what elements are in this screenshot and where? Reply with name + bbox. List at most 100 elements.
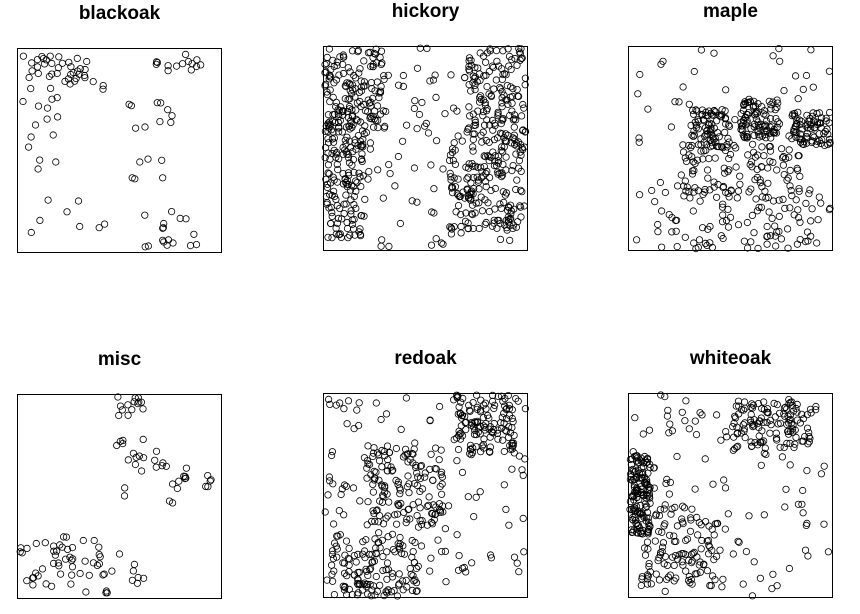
data-point bbox=[382, 410, 391, 418]
data-point bbox=[644, 572, 652, 580]
data-point bbox=[383, 467, 391, 475]
data-point bbox=[69, 68, 77, 77]
data-point bbox=[335, 128, 343, 136]
data-point bbox=[410, 558, 419, 566]
data-point bbox=[715, 111, 723, 120]
data-point bbox=[517, 213, 525, 221]
data-point bbox=[432, 93, 440, 102]
data-point bbox=[453, 394, 461, 402]
data-point bbox=[375, 512, 384, 520]
data-point bbox=[367, 78, 376, 87]
data-point bbox=[517, 167, 525, 176]
data-point bbox=[815, 193, 823, 201]
data-point bbox=[665, 429, 673, 437]
data-point bbox=[377, 415, 385, 424]
data-point bbox=[502, 505, 510, 514]
data-point bbox=[494, 435, 502, 443]
data-point bbox=[722, 427, 730, 436]
data-point bbox=[725, 193, 733, 201]
data-point bbox=[645, 426, 654, 434]
data-point bbox=[680, 192, 688, 200]
data-point bbox=[513, 61, 521, 69]
data-point bbox=[188, 60, 196, 68]
data-point bbox=[515, 568, 523, 576]
data-point bbox=[697, 147, 705, 155]
data-point bbox=[468, 210, 476, 218]
data-point bbox=[660, 505, 668, 513]
data-point bbox=[372, 572, 380, 581]
data-point bbox=[331, 539, 339, 547]
data-point bbox=[51, 551, 60, 559]
data-point bbox=[740, 101, 748, 109]
data-point bbox=[510, 449, 518, 457]
data-point bbox=[633, 473, 641, 481]
data-point bbox=[341, 82, 349, 90]
data-point bbox=[500, 198, 508, 206]
data-point bbox=[777, 235, 785, 243]
data-point bbox=[497, 85, 505, 93]
data-point bbox=[364, 96, 372, 104]
data-point bbox=[688, 505, 696, 513]
panel-redoak: redoak bbox=[321, 348, 529, 600]
data-point bbox=[785, 395, 793, 404]
data-point bbox=[473, 417, 481, 425]
data-point bbox=[152, 463, 160, 471]
data-point bbox=[134, 573, 142, 582]
data-point bbox=[406, 515, 414, 523]
data-point bbox=[750, 148, 758, 156]
data-point bbox=[376, 87, 385, 95]
data-point bbox=[473, 405, 481, 413]
data-point bbox=[409, 572, 417, 580]
data-point bbox=[696, 568, 704, 576]
data-point bbox=[753, 109, 761, 117]
data-point bbox=[369, 449, 378, 457]
data-point bbox=[513, 559, 521, 567]
data-point bbox=[481, 121, 489, 129]
data-point bbox=[463, 175, 471, 183]
data-point bbox=[685, 572, 693, 581]
data-point bbox=[327, 73, 335, 81]
data-point bbox=[364, 49, 373, 57]
data-point bbox=[53, 93, 61, 102]
data-point bbox=[678, 550, 686, 558]
data-point bbox=[152, 60, 160, 68]
data-point bbox=[504, 45, 512, 53]
data-point bbox=[52, 158, 60, 166]
data-point bbox=[808, 205, 816, 213]
data-point bbox=[711, 576, 719, 584]
plot-frame bbox=[323, 393, 528, 598]
data-point bbox=[776, 443, 784, 451]
data-point bbox=[705, 541, 713, 549]
data-point bbox=[719, 575, 727, 583]
data-point bbox=[438, 468, 446, 476]
data-point bbox=[820, 462, 828, 470]
data-point bbox=[418, 98, 426, 107]
data-point bbox=[765, 143, 773, 151]
data-point bbox=[332, 76, 341, 84]
panel-title: hickory bbox=[391, 1, 460, 22]
data-point bbox=[176, 214, 184, 222]
data-point bbox=[659, 539, 668, 547]
data-point bbox=[744, 244, 752, 252]
data-point bbox=[346, 125, 354, 133]
data-point bbox=[694, 531, 702, 539]
data-point bbox=[756, 574, 764, 582]
data-point bbox=[339, 69, 348, 78]
data-point bbox=[791, 122, 799, 130]
data-point bbox=[469, 110, 477, 118]
data-point bbox=[119, 439, 127, 448]
data-point bbox=[690, 67, 698, 76]
data-point bbox=[678, 408, 686, 416]
data-point bbox=[175, 477, 183, 485]
data-point bbox=[160, 219, 168, 228]
data-point bbox=[467, 56, 475, 64]
data-point bbox=[690, 167, 698, 175]
data-point bbox=[476, 488, 484, 496]
data-point bbox=[471, 162, 480, 170]
data-point bbox=[734, 187, 743, 195]
data-point bbox=[718, 143, 726, 151]
data-point bbox=[641, 551, 650, 559]
data-point bbox=[760, 449, 768, 457]
data-point bbox=[798, 125, 806, 133]
data-point bbox=[28, 67, 36, 75]
